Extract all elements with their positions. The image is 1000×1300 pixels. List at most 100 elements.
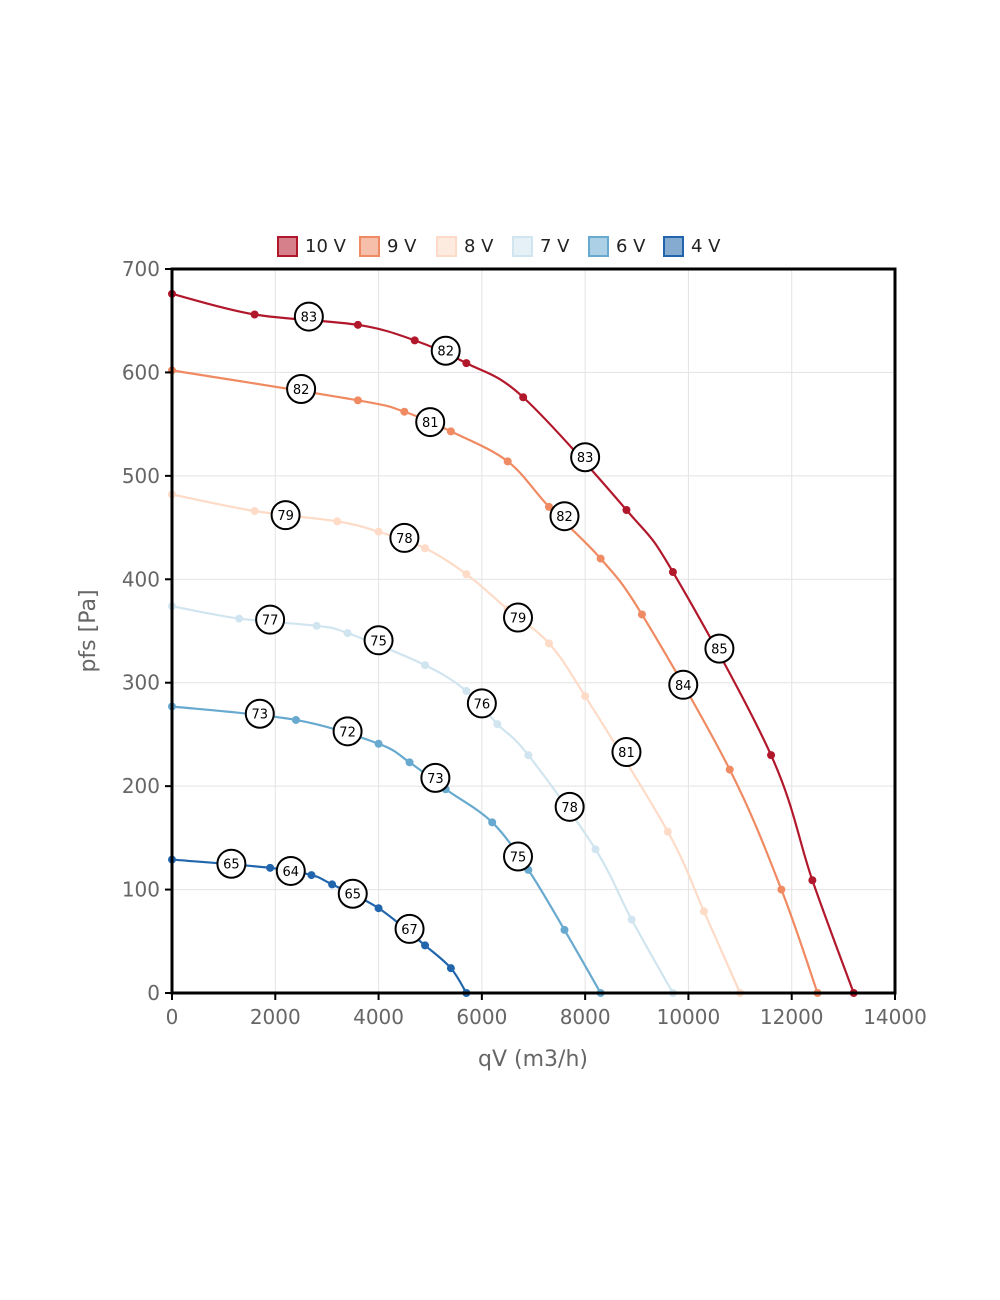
efficiency-bubble-label: 65: [216, 848, 247, 879]
y-tick-label: 0: [147, 981, 160, 1005]
bubble-circle: [668, 669, 699, 700]
legend: 10 V 9 V 8 V 7 V 6 V 4 V: [277, 236, 721, 257]
legend-label: 7 V: [540, 236, 570, 257]
bubble-text: 81: [422, 416, 439, 431]
series-8v: [168, 490, 745, 997]
data-point[interactable]: [519, 393, 528, 402]
data-point[interactable]: [307, 871, 316, 880]
data-point[interactable]: [250, 310, 259, 319]
data-point[interactable]: [374, 739, 383, 748]
legend-item[interactable]: 4 V: [663, 236, 721, 257]
x-tick-label: 12000: [760, 1005, 824, 1029]
data-point[interactable]: [410, 336, 419, 345]
data-point[interactable]: [312, 621, 321, 630]
data-point[interactable]: [266, 863, 275, 872]
data-point[interactable]: [462, 570, 471, 579]
bubble-circle: [611, 737, 642, 768]
data-point[interactable]: [544, 502, 553, 511]
data-point[interactable]: [596, 554, 605, 563]
data-point[interactable]: [328, 880, 337, 889]
data-point[interactable]: [544, 639, 553, 648]
plot-frame: [170, 267, 897, 995]
bubble-text: 72: [339, 725, 356, 740]
bubble-circle: [275, 855, 306, 886]
bubble-circle: [244, 698, 275, 729]
legend-item[interactable]: 10 V: [277, 236, 347, 257]
efficiency-bubble-label: 85: [704, 633, 735, 664]
data-point[interactable]: [250, 507, 259, 516]
grid-lines: [171, 268, 896, 994]
data-point[interactable]: [446, 964, 455, 973]
data-point[interactable]: [235, 614, 244, 623]
data-point[interactable]: [668, 568, 677, 577]
data-point[interactable]: [488, 818, 497, 827]
bubble-circle: [255, 604, 286, 635]
series-line: [171, 292, 855, 994]
bubble-text: 65: [223, 858, 240, 873]
x-tick-label: 10000: [657, 1005, 721, 1029]
data-point[interactable]: [581, 692, 590, 701]
efficiency-bubble-label: 76: [466, 688, 497, 719]
efficiency-bubble-label: 75: [503, 841, 534, 872]
data-point[interactable]: [637, 610, 646, 619]
bubble-text: 78: [396, 532, 413, 547]
data-point[interactable]: [421, 941, 430, 950]
legend-item[interactable]: 6 V: [588, 236, 646, 257]
efficiency-bubble-label: 79: [270, 500, 301, 531]
bubble-text: 64: [283, 865, 300, 880]
legend-item[interactable]: 7 V: [512, 236, 570, 257]
bubble-text: 79: [277, 509, 294, 524]
data-point[interactable]: [374, 527, 383, 536]
efficiency-bubble-label: 82: [549, 501, 580, 532]
data-point[interactable]: [591, 845, 600, 854]
data-point[interactable]: [524, 751, 533, 760]
bubble-text: 78: [561, 801, 578, 816]
y-axis-title: pfs [Pa]: [76, 589, 101, 672]
y-tick-label: 600: [122, 360, 160, 384]
data-point[interactable]: [699, 907, 708, 916]
data-point[interactable]: [622, 505, 631, 514]
legend-item[interactable]: 8 V: [436, 236, 494, 257]
data-point[interactable]: [421, 661, 430, 670]
data-point[interactable]: [767, 751, 776, 760]
data-point[interactable]: [374, 904, 383, 913]
data-point[interactable]: [493, 720, 502, 729]
data-point[interactable]: [353, 320, 362, 329]
data-point[interactable]: [405, 758, 414, 767]
data-point[interactable]: [663, 827, 672, 836]
data-point[interactable]: [462, 359, 471, 368]
data-point[interactable]: [343, 629, 352, 638]
bubble-circle: [363, 625, 394, 656]
data-point[interactable]: [400, 407, 409, 416]
y-tick-label: 700: [122, 257, 160, 281]
bubble-label-layer: 83 82 83 85 82 81 82 84 79 78 79 81 77 75 76 78 73 72 73 75…: [216, 301, 735, 944]
data-point[interactable]: [808, 876, 817, 885]
data-point[interactable]: [462, 686, 471, 695]
efficiency-bubble-label: 67: [394, 913, 425, 944]
legend-item[interactable]: 9 V: [359, 236, 417, 257]
data-point[interactable]: [725, 765, 734, 774]
x-tick-label: 14000: [863, 1005, 927, 1029]
efficiency-bubble-label: 79: [503, 602, 534, 633]
efficiency-bubble-label: 82: [430, 335, 461, 366]
data-point[interactable]: [446, 427, 455, 436]
efficiency-bubble-label: 82: [286, 373, 317, 404]
data-point[interactable]: [777, 885, 786, 894]
efficiency-bubble-label: 83: [293, 301, 324, 332]
data-point[interactable]: [503, 457, 512, 466]
data-point[interactable]: [291, 715, 300, 724]
data-point[interactable]: [627, 915, 636, 924]
data-point[interactable]: [333, 517, 342, 526]
y-tick-label: 500: [122, 464, 160, 488]
y-tick-label: 200: [122, 774, 160, 798]
bubble-circle: [394, 913, 425, 944]
data-point[interactable]: [421, 544, 430, 553]
data-point[interactable]: [560, 925, 569, 934]
legend-swatch: [588, 236, 609, 257]
series-9v: [168, 366, 822, 997]
bubble-text: 65: [344, 888, 361, 903]
series-7v: [168, 602, 677, 997]
legend-swatch: [512, 236, 533, 257]
data-point[interactable]: [353, 396, 362, 405]
